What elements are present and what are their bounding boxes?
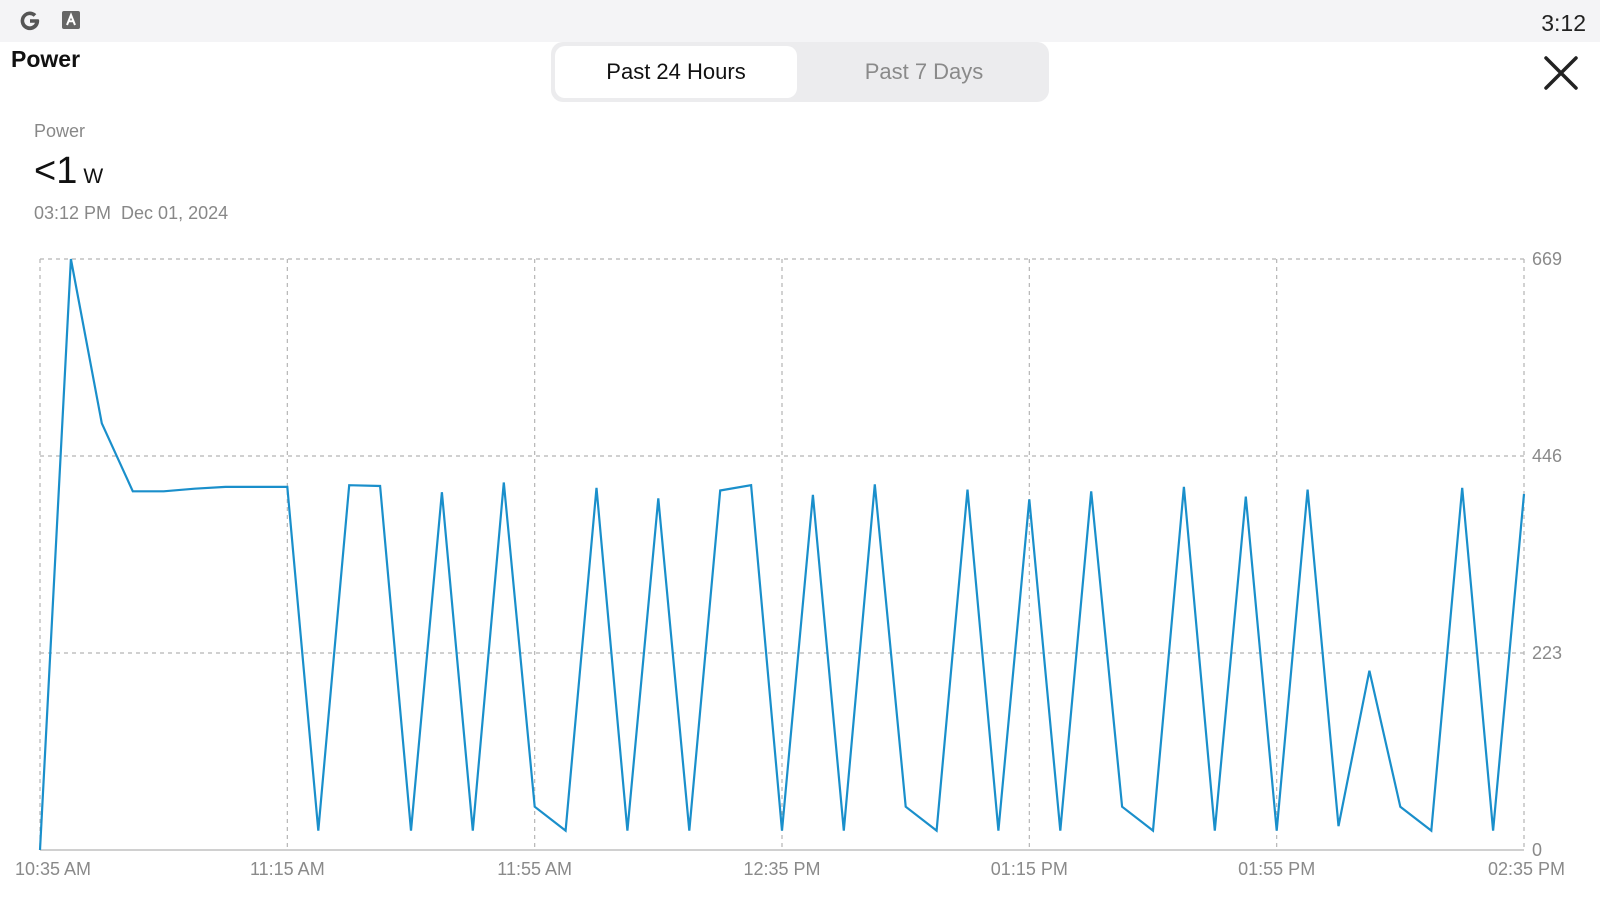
x-tick-label: 12:35 PM	[743, 859, 820, 879]
reading-value: <1	[34, 150, 78, 192]
time-range-toggle: Past 24 Hours Past 7 Days	[551, 42, 1049, 102]
power-line-chart: 0 223 446 669 10:35 AM 11:15 AM 11:55 AM 12:35 …	[15, 249, 1565, 879]
reading-label: Power	[34, 121, 86, 141]
y-tick-label: 0	[1532, 840, 1542, 860]
x-tick-label: 01:15 PM	[991, 859, 1068, 879]
reading-unit: W	[83, 165, 104, 188]
current-reading: <1 W	[34, 150, 103, 193]
x-tick-label: 11:55 AM	[497, 859, 572, 879]
power-series-line	[38, 258, 1526, 851]
x-tick-label: 02:35 PM	[1488, 859, 1565, 879]
google-g-icon	[20, 11, 40, 31]
y-tick-label: 446	[1532, 446, 1562, 466]
reading-date: Dec 01, 2024	[121, 203, 229, 223]
y-tick-label: 223	[1532, 643, 1562, 663]
tab-past-7-days[interactable]: Past 7 Days	[864, 59, 984, 84]
reading-timestamp: 03:12 PM Dec 01, 2024	[34, 203, 228, 224]
y-tick-label: 669	[1532, 249, 1562, 269]
tab-past-24-hours[interactable]: Past 24 Hours	[555, 46, 797, 98]
x-tick-label: 10:35 AM	[15, 859, 91, 879]
page-title: Power	[11, 46, 81, 72]
reading-time: 03:12 PM	[34, 203, 112, 223]
status-time: 3:12	[1541, 10, 1586, 36]
close-icon[interactable]	[1540, 52, 1582, 94]
a-badge-icon	[62, 11, 80, 29]
x-tick-label: 11:15 AM	[250, 859, 325, 879]
x-tick-label: 01:55 PM	[1238, 859, 1315, 879]
status-bar: 3:12	[0, 0, 1600, 42]
